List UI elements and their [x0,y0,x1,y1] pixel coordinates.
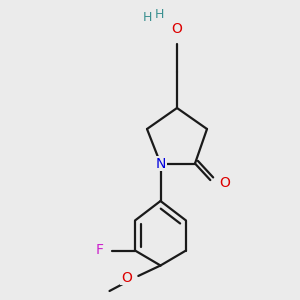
Text: O: O [219,176,230,190]
Text: H: H [154,8,164,21]
Text: O: O [121,271,132,284]
Text: H: H [142,11,152,24]
Text: O: O [172,22,182,36]
Text: N: N [155,157,166,170]
Text: F: F [95,244,104,257]
